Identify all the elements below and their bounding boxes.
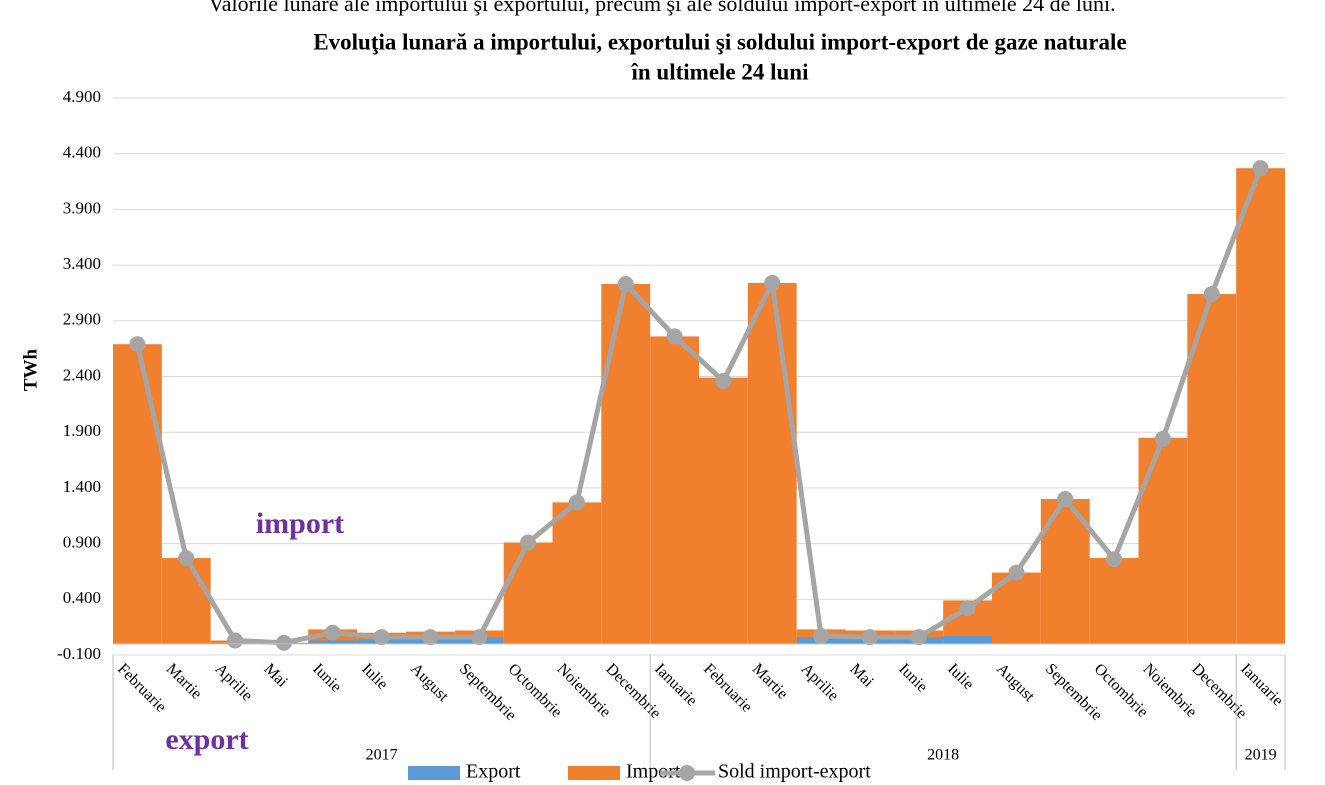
line-marker xyxy=(861,629,878,646)
bar xyxy=(308,640,358,644)
y-tick-label: 4.900 xyxy=(63,87,101,106)
legend-label: Export xyxy=(466,761,521,783)
bar xyxy=(552,502,602,644)
y-tick-label: 2.900 xyxy=(63,310,101,329)
line-marker xyxy=(764,274,781,291)
bar xyxy=(161,558,211,644)
bar xyxy=(503,542,553,644)
bar xyxy=(943,636,992,644)
line-marker xyxy=(1203,286,1220,303)
x-tick-label: Iunie xyxy=(309,660,344,695)
bar xyxy=(650,336,699,644)
line-marker xyxy=(1008,564,1025,581)
legend-label: Import xyxy=(626,761,681,783)
x-tick-label: August xyxy=(407,660,452,705)
bar xyxy=(113,344,162,644)
y-tick-label: 0.400 xyxy=(63,588,101,607)
line-marker xyxy=(568,494,585,511)
x-tick-label: Iulie xyxy=(944,660,977,693)
y-tick-label: 3.400 xyxy=(63,254,101,273)
bar xyxy=(747,282,797,644)
group-label: 2019 xyxy=(1245,747,1277,764)
y-tick-label: -0.100 xyxy=(57,644,101,663)
y-tick-label: 2.400 xyxy=(63,365,101,384)
bar xyxy=(1138,437,1188,644)
x-tick-label: Februarie xyxy=(700,660,755,715)
bar xyxy=(1187,294,1237,644)
line-marker xyxy=(1057,491,1074,508)
line-marker xyxy=(324,624,341,641)
line-marker xyxy=(275,634,292,651)
x-tick-label: Iulie xyxy=(358,660,391,693)
bar xyxy=(601,284,651,644)
group-label: 2018 xyxy=(927,747,959,764)
x-tick-label: August xyxy=(993,660,1038,705)
x-tick-label: Ianuarie xyxy=(651,660,700,709)
line-marker xyxy=(178,550,195,567)
legend-swatch xyxy=(408,766,460,780)
legend-swatch xyxy=(568,766,620,780)
chart-title: în ultimele 24 luni xyxy=(631,59,810,84)
line-marker xyxy=(1252,160,1269,177)
line-marker xyxy=(910,629,927,646)
line-marker xyxy=(471,629,488,646)
line-marker xyxy=(617,276,634,293)
line-marker xyxy=(520,534,537,551)
bar xyxy=(1089,558,1139,644)
x-tick-label: Mai xyxy=(260,660,291,691)
x-tick-label: Martie xyxy=(749,660,791,702)
annotation: import xyxy=(256,507,344,540)
annotation: export xyxy=(165,723,248,756)
x-tick-label: Martie xyxy=(163,660,205,702)
y-tick-label: 1.400 xyxy=(63,477,101,496)
legend-swatch xyxy=(679,765,695,781)
line-marker xyxy=(227,632,244,649)
x-tick-label: Februarie xyxy=(114,660,169,715)
y-axis-label: TWh xyxy=(20,348,41,391)
y-tick-label: 4.400 xyxy=(63,143,101,162)
x-tick-label: Aprilie xyxy=(212,660,256,704)
line-marker xyxy=(813,628,830,645)
x-tick-label: Aprilie xyxy=(798,660,842,704)
chart-title: Evoluţia lunară a importului, exportului… xyxy=(313,29,1126,54)
y-tick-label: 3.900 xyxy=(63,198,101,217)
bar xyxy=(699,377,748,644)
line-marker xyxy=(1154,430,1171,447)
line-marker xyxy=(1106,551,1123,568)
line-marker xyxy=(422,629,439,646)
x-tick-label: Ianuarie xyxy=(1237,660,1286,709)
line-marker xyxy=(715,372,732,389)
line xyxy=(134,167,1263,646)
y-tick-label: 1.900 xyxy=(63,421,101,440)
line-marker xyxy=(959,600,976,617)
group-label: 2017 xyxy=(366,747,398,764)
line-marker xyxy=(373,629,390,646)
legend-label: Sold import-export xyxy=(718,761,871,783)
bar xyxy=(1236,168,1285,644)
x-tick-label: Mai xyxy=(846,660,877,691)
line-marker xyxy=(666,328,683,345)
x-tick-label: Iunie xyxy=(895,660,930,695)
caption: Valorile lunare ale importului şi export… xyxy=(208,0,1115,16)
y-tick-label: 0.900 xyxy=(63,533,101,552)
line-marker xyxy=(129,336,146,353)
